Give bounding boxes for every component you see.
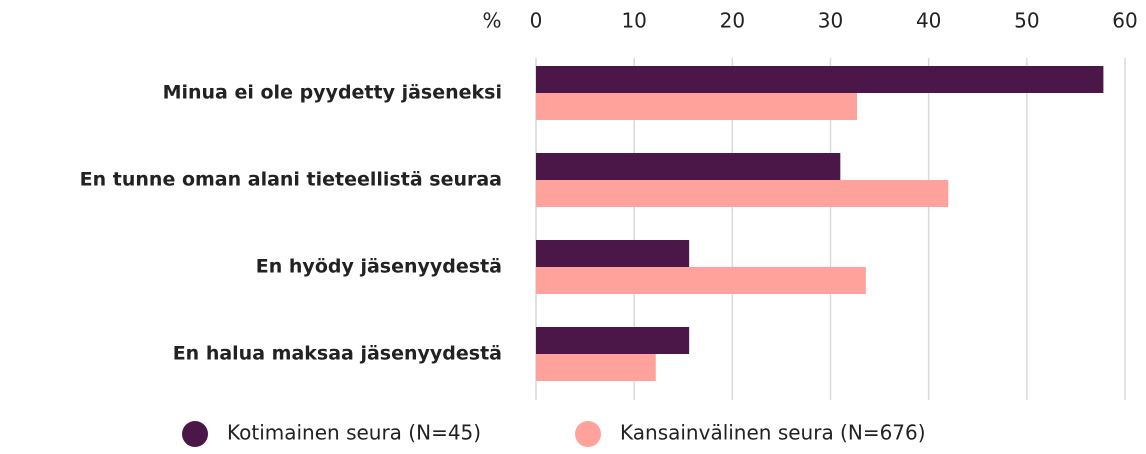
bar xyxy=(536,327,690,354)
x-tick-label: 10 xyxy=(621,9,646,33)
bar xyxy=(536,240,690,267)
category-label: Minua ei ole pyydetty jäseneksi xyxy=(163,82,502,104)
bar xyxy=(536,267,866,294)
legend-label: Kansainvälinen seura (N=676) xyxy=(620,421,926,445)
bar xyxy=(536,180,949,207)
category-label: En hyödy jäsenyydestä xyxy=(256,256,502,278)
bar xyxy=(536,354,656,381)
x-tick-label: 0 xyxy=(530,9,543,33)
x-axis-label: % xyxy=(482,9,501,33)
x-tick-label: 30 xyxy=(818,9,843,33)
legend-marker xyxy=(575,421,601,447)
x-tick-label: 60 xyxy=(1112,9,1137,33)
legend-label: Kotimainen seura (N=45) xyxy=(227,421,481,445)
bar xyxy=(536,153,841,180)
x-tick-label: 20 xyxy=(720,9,745,33)
bar xyxy=(536,93,858,120)
x-tick-label: 40 xyxy=(916,9,941,33)
category-label: En halua maksaa jäsenyydestä xyxy=(173,343,502,365)
category-label: En tunne oman alani tieteellistä seuraa xyxy=(80,169,502,191)
bar xyxy=(536,66,1104,93)
legend-marker xyxy=(182,421,208,447)
x-tick-label: 50 xyxy=(1014,9,1039,33)
